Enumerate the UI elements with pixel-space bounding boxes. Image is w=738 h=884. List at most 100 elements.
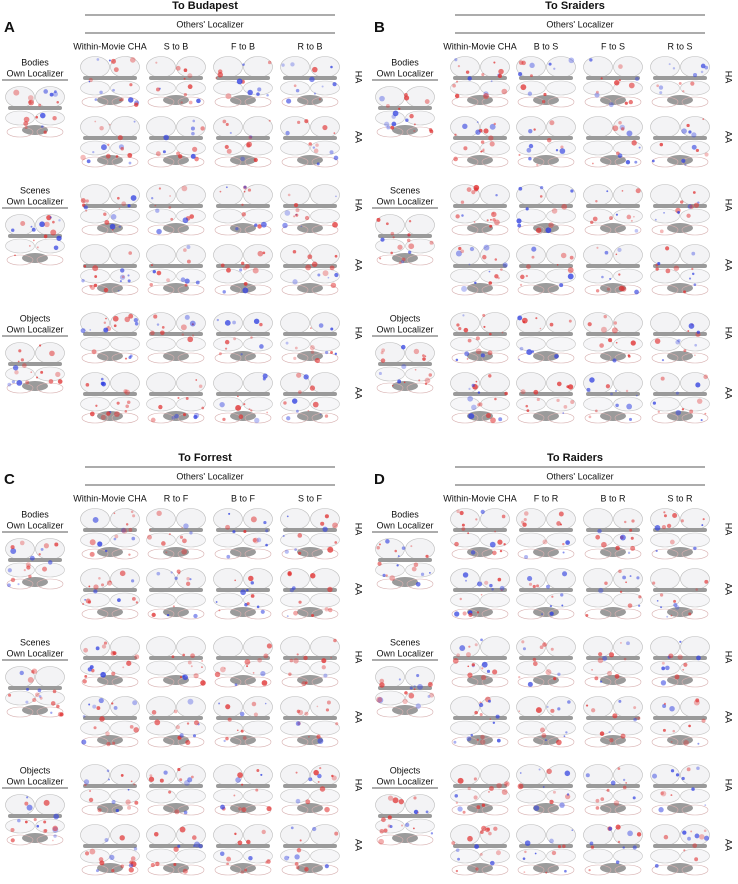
hemisphere-medial [450, 80, 480, 96]
hemisphere [680, 508, 710, 530]
hemisphere [650, 312, 680, 334]
activation-blob [43, 130, 47, 134]
hemisphere-medial [450, 336, 480, 352]
brain-image [146, 56, 206, 108]
hemisphere [680, 312, 710, 334]
brain-image [516, 56, 576, 108]
alignment-label: HA [724, 779, 734, 792]
activation-blob [287, 856, 290, 858]
brain-image [213, 636, 273, 688]
hemisphere-medial [450, 720, 480, 736]
activation-blob [190, 653, 195, 659]
hemisphere-ventral [547, 804, 575, 816]
hemisphere-medial [310, 532, 340, 548]
hemisphere-ventral [481, 224, 509, 236]
activation-blob [37, 688, 42, 693]
brain-image [280, 244, 340, 296]
activation-blob [296, 709, 301, 714]
hemisphere-medial [375, 238, 405, 254]
hemisphere-ventral [584, 676, 612, 688]
cerebellum [653, 76, 707, 80]
activation-blob [93, 726, 97, 730]
activation-blob [480, 140, 485, 144]
activation-blob [692, 843, 698, 848]
activation-blob [528, 129, 533, 134]
activation-blob [234, 579, 237, 582]
activation-blob [119, 570, 126, 577]
activation-blob [591, 708, 596, 713]
activation-blob [693, 73, 698, 78]
activation-blob [518, 186, 523, 191]
activation-blob [675, 391, 679, 395]
hemisphere-ventral [651, 156, 679, 168]
hemisphere [5, 538, 35, 560]
activation-blob [562, 551, 565, 554]
hemisphere-medial [650, 140, 680, 156]
hemisphere-ventral [111, 676, 139, 688]
activation-blob [92, 704, 97, 709]
activation-blob [548, 222, 554, 228]
activation-blob [539, 195, 543, 198]
hemisphere-medial [583, 80, 613, 96]
hemisphere-medial [310, 720, 340, 736]
hemisphere-ventral [614, 284, 642, 296]
activation-blob [482, 254, 487, 260]
hemisphere-medial [280, 208, 310, 224]
activation-blob [425, 554, 429, 558]
hemisphere-medial [450, 848, 480, 864]
activation-blob [332, 522, 338, 529]
activation-blob [222, 290, 226, 294]
activation-blob [182, 413, 187, 417]
hemisphere-ventral [517, 736, 545, 748]
brain-image [516, 508, 576, 560]
activation-blob [404, 691, 408, 695]
activation-blob [134, 322, 139, 326]
activation-blob [253, 157, 258, 163]
activation-blob [670, 794, 673, 797]
hemisphere-ventral [281, 676, 309, 688]
hemisphere-ventral [147, 864, 175, 876]
activation-blob [46, 215, 52, 221]
panel-letter: B [374, 19, 385, 36]
activation-blob [398, 799, 404, 805]
activation-blob [689, 204, 694, 210]
brainstem [163, 735, 189, 745]
activation-blob [539, 645, 544, 650]
activation-blob [14, 254, 16, 257]
activation-blob [222, 119, 227, 124]
activation-blob [35, 115, 39, 119]
activation-blob [43, 543, 49, 549]
activation-blob [467, 532, 470, 535]
hemisphere-medial [310, 208, 340, 224]
brainstem [22, 381, 48, 391]
activation-blob [10, 548, 17, 555]
alignment-label: AA [724, 387, 734, 399]
activation-blob [187, 660, 192, 665]
activation-blob [670, 740, 673, 743]
activation-blob [452, 658, 459, 664]
activation-blob [429, 571, 431, 574]
activation-blob [652, 773, 658, 779]
hemisphere-ventral [481, 608, 509, 620]
activation-blob [462, 572, 469, 578]
brain-image [146, 312, 206, 364]
activation-blob [119, 99, 122, 101]
activation-blob [563, 735, 566, 738]
activation-blob [103, 212, 107, 216]
brain-image [213, 372, 273, 424]
activation-blob [32, 697, 37, 702]
activation-blob [327, 276, 330, 279]
activation-blob [474, 710, 478, 715]
activation-blob [527, 681, 533, 687]
column-header: F to B [231, 41, 255, 51]
activation-blob [683, 740, 689, 746]
activation-blob [533, 389, 539, 395]
activation-blob [186, 722, 190, 725]
activation-blob [534, 852, 537, 855]
activation-blob [108, 123, 111, 126]
hemisphere-ventral [451, 736, 479, 748]
hemisphere [146, 56, 176, 78]
activation-blob [53, 834, 57, 838]
activation-blob [680, 519, 684, 523]
activation-blob [317, 273, 321, 277]
